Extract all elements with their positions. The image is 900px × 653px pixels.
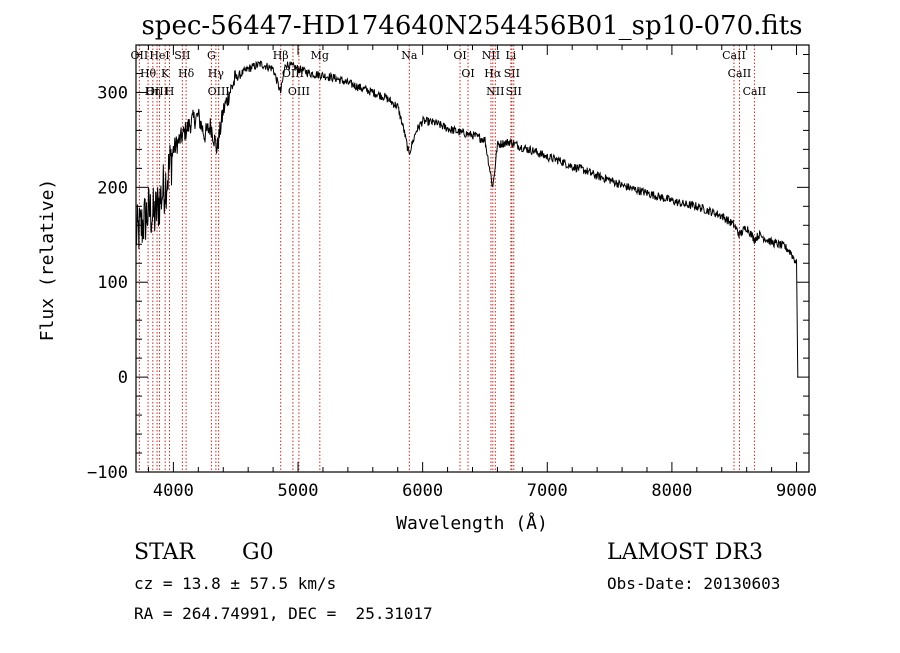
x-tick-label: 9000 — [776, 481, 817, 501]
line-label: SII — [504, 67, 520, 80]
x-tick-label: 4000 — [153, 481, 194, 501]
object-class: STAR — [134, 540, 195, 565]
line-label: G — [207, 49, 216, 62]
line-label: SII — [506, 85, 522, 98]
line-label: CaII — [743, 85, 767, 98]
object-subclass: G0 — [242, 540, 274, 565]
y-tick-label: 200 — [97, 178, 128, 198]
line-marker-layer: OIIHθHηOIIIHeIKHSIIHδGHγOIIIHβOIIIOIIIMg… — [131, 45, 767, 472]
line-label: Hα — [484, 67, 502, 80]
spectrum-line — [135, 60, 799, 378]
x-axis-label: Wavelength (Å) — [396, 512, 548, 534]
line-label: Hβ — [273, 49, 289, 62]
chart-title: spec-56447-HD174640N254456B01_sp10-070.f… — [141, 11, 802, 41]
x-tick-label: 5000 — [278, 481, 319, 501]
line-label: NII — [486, 85, 504, 98]
line-label: OI — [461, 67, 474, 80]
tick-layer: 4000 5000 6000 7000 8000 9000 −100 0 100 200 300 — [87, 45, 817, 501]
line-label: Mg — [311, 49, 329, 62]
line-label: OIII — [146, 85, 168, 98]
line-label: CaII — [728, 67, 752, 80]
line-label: Hδ — [178, 67, 195, 80]
y-tick-label: 300 — [97, 83, 128, 103]
line-label: OIII — [208, 85, 230, 98]
redshift-cz: cz = 13.8 ± 57.5 km/s — [134, 574, 337, 593]
line-label: NII — [482, 49, 500, 62]
x-tick-label: 7000 — [527, 481, 568, 501]
y-tick-label: 0 — [118, 368, 128, 388]
observation-date: Obs-Date: 20130603 — [607, 574, 781, 593]
line-label: Li — [505, 49, 516, 62]
line-label: OIII — [288, 85, 310, 98]
y-tick-label: −100 — [87, 463, 128, 483]
line-label: H — [165, 85, 175, 98]
line-label: SII — [174, 49, 190, 62]
x-tick-label: 6000 — [402, 481, 443, 501]
y-tick-label: 100 — [97, 273, 128, 293]
line-label: CaII — [722, 49, 746, 62]
spectrum-layer — [135, 60, 799, 378]
line-label: Hθ — [140, 67, 157, 80]
line-label: Hγ — [208, 67, 225, 80]
plot-frame — [135, 44, 810, 473]
line-label: HeI — [149, 49, 169, 62]
line-label: OI — [453, 49, 466, 62]
y-axis-label: Flux (relative) — [37, 179, 58, 342]
survey-name: LAMOST DR3 — [607, 540, 763, 565]
x-tick-label: 8000 — [651, 481, 692, 501]
line-label: Na — [401, 49, 418, 62]
line-label: K — [161, 67, 170, 80]
coordinates: RA = 264.74991, DEC = 25.31017 — [134, 604, 433, 623]
line-label: OII — [131, 49, 149, 62]
